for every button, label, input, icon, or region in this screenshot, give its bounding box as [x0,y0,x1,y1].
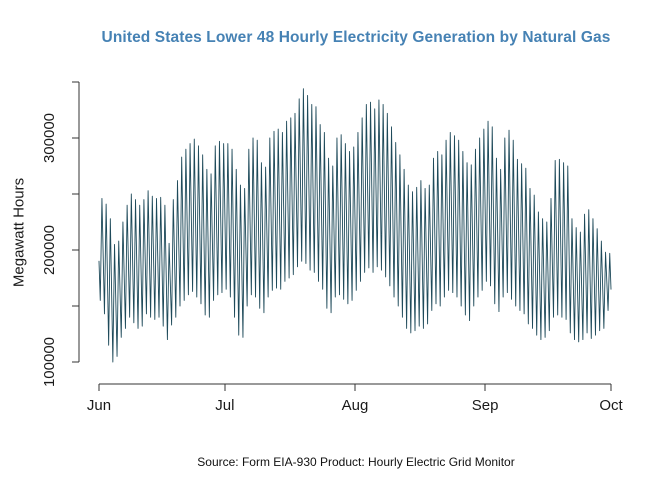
x-tick-label: Oct [599,397,623,414]
x-tick-label: Jun [87,397,111,414]
source-note: Source: Form EIA-930 Product: Hourly Ele… [197,455,515,469]
y-tick-label: 300000 [41,113,58,163]
x-axis: Jun Jul Aug Sep Oct [87,383,623,414]
y-axis: 100000 200000 300000 [41,81,80,387]
x-tick-label: Sep [472,397,499,414]
x-tick-label: Aug [342,397,369,414]
chart-title: United States Lower 48 Hourly Electricit… [101,29,611,46]
y-tick-label: 100000 [41,337,58,387]
y-tick-label: 200000 [41,225,58,275]
natural-gas-generation-line [98,88,612,363]
x-tick-label: Jul [215,397,234,414]
